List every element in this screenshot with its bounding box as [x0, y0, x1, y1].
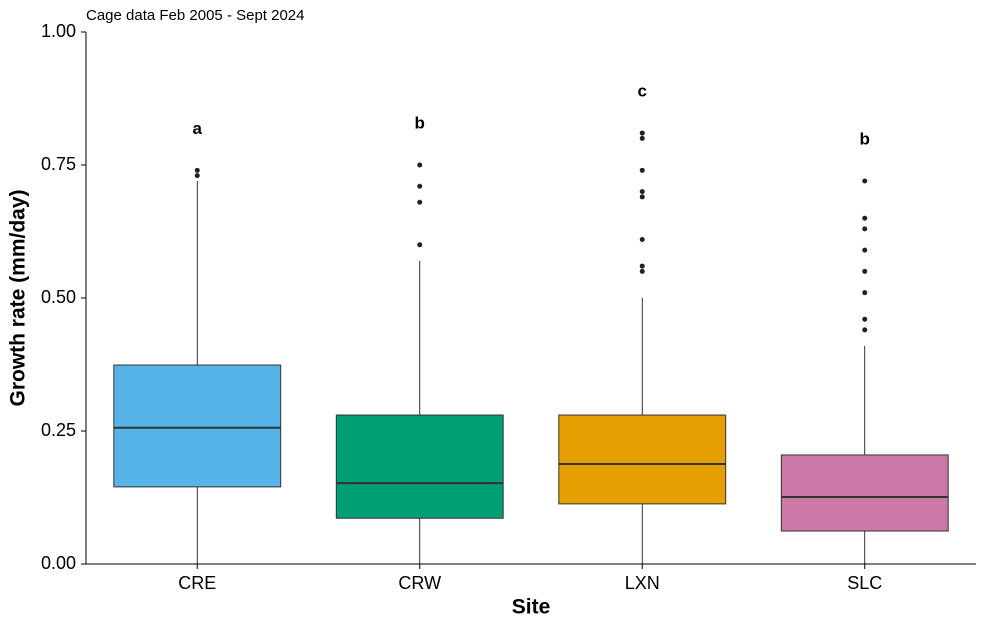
x-tick-label: LXN — [625, 573, 660, 593]
outlier — [639, 236, 645, 242]
y-tick-label: 0.00 — [41, 553, 76, 573]
x-tick-label: SLC — [847, 573, 882, 593]
outlier — [862, 327, 868, 333]
outlier — [862, 268, 868, 274]
group-letter: c — [638, 82, 647, 101]
y-tick-label: 0.75 — [41, 154, 76, 174]
outlier — [417, 183, 423, 189]
outlier — [639, 189, 645, 195]
group-letter: b — [415, 113, 425, 132]
outlier — [639, 167, 645, 173]
outlier — [862, 226, 868, 232]
x-axis-label: Site — [512, 596, 551, 619]
box — [780, 454, 949, 532]
y-tick-label: 0.50 — [41, 287, 76, 307]
box — [113, 364, 282, 488]
y-tick-label: 0.25 — [41, 420, 76, 440]
outlier — [639, 268, 645, 274]
outlier — [639, 130, 645, 136]
box — [558, 414, 727, 505]
outlier — [862, 290, 868, 296]
outlier — [194, 173, 200, 179]
outlier — [417, 199, 423, 205]
group-letter: b — [860, 129, 870, 148]
y-axis-label: Growth rate (mm/day) — [7, 189, 30, 406]
y-tick-label: 1.00 — [41, 21, 76, 41]
outlier — [862, 316, 868, 322]
outlier — [639, 263, 645, 269]
outlier — [862, 178, 868, 184]
outlier — [194, 167, 200, 173]
outlier — [862, 215, 868, 221]
box — [335, 414, 504, 519]
group-letter: a — [193, 119, 203, 138]
x-tick-label: CRW — [398, 573, 441, 593]
outlier — [417, 162, 423, 168]
chart-title: Cage data Feb 2005 - Sept 2024 — [86, 7, 305, 24]
outlier — [417, 242, 423, 248]
x-tick-label: CRE — [178, 573, 216, 593]
outlier — [639, 135, 645, 141]
outlier — [862, 247, 868, 253]
outlier — [639, 194, 645, 200]
